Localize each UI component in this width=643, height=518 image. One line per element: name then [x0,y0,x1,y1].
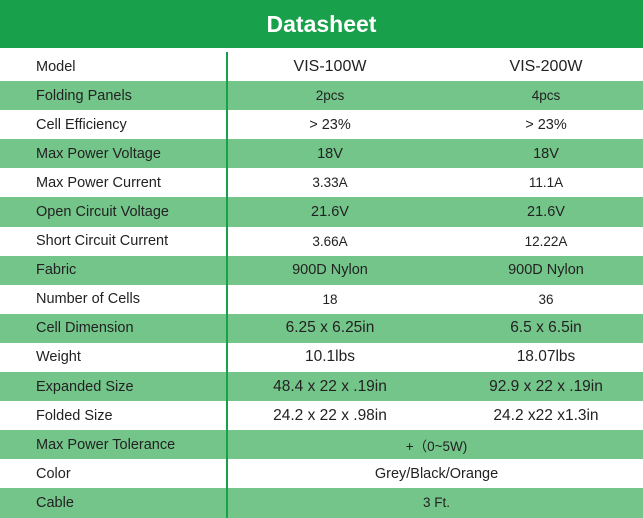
row-label: Color [36,465,71,482]
row-value-vis-100w: 21.6V [311,204,349,221]
table-row: Fabric 900D Nylon 900D Nylon [0,255,643,285]
row-value-vis-100w: 48.4 x 22 x .19in [273,377,387,395]
row-value-vis-100w: 3.33A [312,175,348,191]
row-label: Folding Panels [36,87,132,104]
row-label: Max Power Voltage [36,145,161,162]
row-value-vis-200w: 18.07lbs [516,348,576,366]
row-value-vis-200w: 4pcs [531,88,561,104]
row-value-vis-200w: 36 [538,291,554,307]
column-divider [226,52,228,518]
row-value-vis-200w: 24.2 x22 x1.3in [493,406,599,424]
table-row: Open Circuit Voltage 21.6V 21.6V [0,197,643,227]
row-value-vis-200w: 21.6V [527,204,565,221]
row-label: Number of Cells [36,291,140,308]
row-value-vis-100w: 18 [322,291,338,307]
row-label: Fabric [36,262,77,279]
table-row: Short Circuit Current 3.66A 12.22A [0,226,643,256]
table-row: Cell Dimension 6.25 x 6.25in 6.5 x 6.5in [0,313,643,343]
row-value-vis-200w: 12.22A [524,233,568,249]
row-label: Cell Dimension [36,320,134,337]
row-value-vis-200w: VIS-200W [509,57,583,75]
spec-table: Model VIS-100W VIS-200W Folding Panels 2pcs 4… [0,52,643,518]
row-value-vis-200w: 900D Nylon [508,262,584,279]
row-value-merged: 3 Ft. [422,495,450,511]
row-label: Max Power Current [36,174,161,191]
row-value-vis-200w: 18V [533,145,559,162]
row-label: Cell Efficiency [36,116,127,133]
row-value-vis-100w: > 23% [309,116,351,133]
table-row: Max Power Voltage 18V 18V [0,139,643,169]
table-row: Cell Efficiency > 23% > 23% [0,110,643,140]
row-value-vis-100w: 6.25 x 6.25in [285,319,375,337]
row-value-merged: +（0~5W) [405,438,468,454]
table-row: Expanded Size 48.4 x 22 x .19in 92.9 x 22 … [0,372,643,402]
table-row: Folded Size 24.2 x 22 x .98in 24.2 x22 x1.… [0,401,643,431]
table-row: Weight 10.1lbs 18.07lbs [0,342,643,373]
row-value-vis-100w: VIS-100W [293,57,367,75]
row-label: Weight [36,349,81,366]
row-label: Short Circuit Current [36,233,169,250]
row-label: Folded Size [36,407,113,424]
row-value-vis-200w: 6.5 x 6.5in [510,319,582,337]
row-label: Model [36,58,76,75]
table-row: Color Grey/Black/Orange [0,459,643,489]
row-value-merged: Grey/Black/Orange [374,465,499,482]
row-value-vis-100w: 900D Nylon [292,262,368,279]
row-value-vis-100w: 10.1lbs [305,348,355,366]
row-value-vis-200w: 92.9 x 22 x .19in [489,377,603,395]
row-label: Max Power Tolerance [36,436,176,453]
row-value-vis-100w: 24.2 x 22 x .98in [273,406,387,424]
datasheet-title: Datasheet [0,0,643,48]
table-row: Folding Panels 2pcs 4pcs [0,81,643,111]
table-row: Number of Cells 18 36 [0,284,643,314]
table-row: Max Power Tolerance +（0~5W) [0,430,643,460]
row-label: Open Circuit Voltage [36,204,169,221]
row-label: Expanded Size [36,378,134,395]
row-value-vis-200w: 11.1A [528,175,564,191]
row-value-vis-100w: 3.66A [312,233,348,249]
row-label: Cable [36,494,74,511]
row-value-vis-100w: 2pcs [315,88,345,104]
row-value-vis-100w: 18V [317,145,343,162]
table-row: Max Power Current 3.33A 11.1A [0,168,643,198]
row-value-vis-200w: > 23% [525,116,567,133]
table-row: Model VIS-100W VIS-200W [0,52,643,82]
table-row: Cable 3 Ft. [0,488,643,518]
